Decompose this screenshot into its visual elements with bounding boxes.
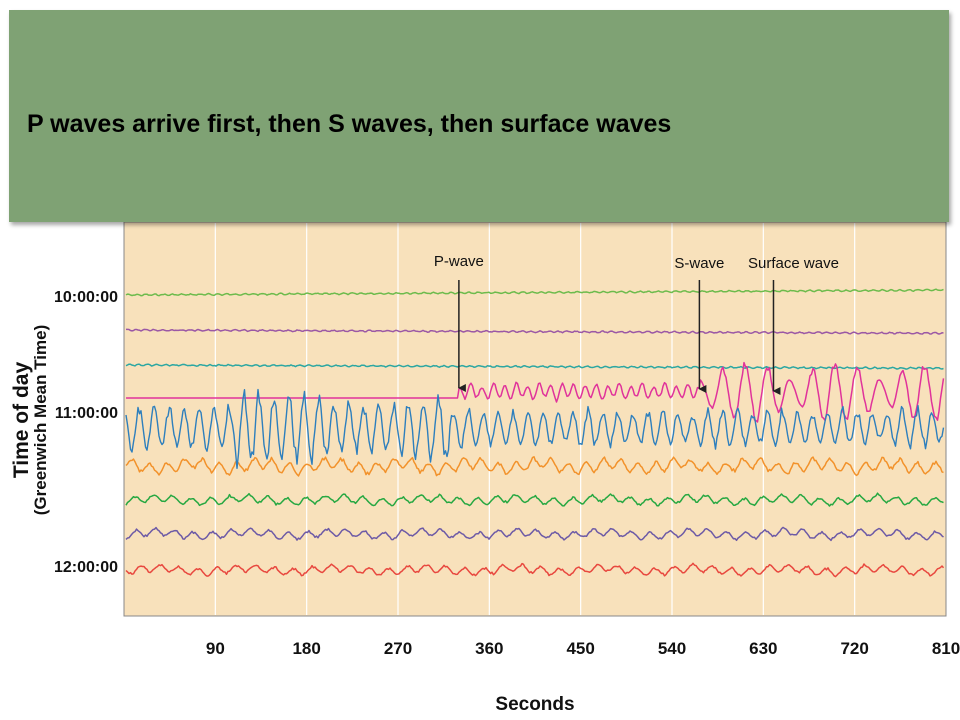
x-tick-label: 630 [749,639,777,658]
x-tick-label: 270 [384,639,412,658]
y-axis-sublabel: (Greenwich Mean Time) [31,325,50,516]
y-tick-labels: 10:00:00 11:00:00 12:00:00 [54,289,118,576]
y-tick-label: 12:00:00 [54,559,118,576]
banner-title: P waves arrive first, then S waves, then… [27,110,672,138]
trace-9 [125,562,945,578]
y-axis-label: Time of day [10,362,33,479]
title-banner: P waves arrive first, then S waves, then… [9,10,949,222]
trace-4 [126,361,945,423]
x-tick-label: 90 [206,639,225,658]
trace-7 [125,492,944,507]
y-tick-label: 11:00:00 [55,405,118,422]
trace-2 [126,328,944,335]
trace-3 [125,363,944,370]
annotation-label: P-wave [434,253,484,270]
x-tick-label: 360 [475,639,503,658]
wave-arrival-arrows: P-wave S-wave Surface wave [434,253,839,395]
trace-1 [125,288,944,297]
annotation-label: Surface wave [748,255,839,272]
trace-5 [125,388,945,469]
plot-area [123,221,947,617]
x-tick-label: 450 [566,639,594,658]
x-tick-label: 810 [932,639,960,658]
trace-6 [125,456,944,477]
x-axis-label: Seconds [495,694,574,715]
x-tick-label: 540 [658,639,686,658]
annotation-label: S-wave [674,255,724,272]
vertical-gridlines [214,223,856,615]
y-tick-label: 10:00:00 [54,289,118,306]
seismic-traces [125,288,945,578]
trace-8 [125,526,944,542]
x-tick-label: 180 [292,639,320,658]
x-tick-label: 720 [840,639,868,658]
x-tick-labels: 90 180 270 360 450 540 630 720 810 [206,639,960,658]
